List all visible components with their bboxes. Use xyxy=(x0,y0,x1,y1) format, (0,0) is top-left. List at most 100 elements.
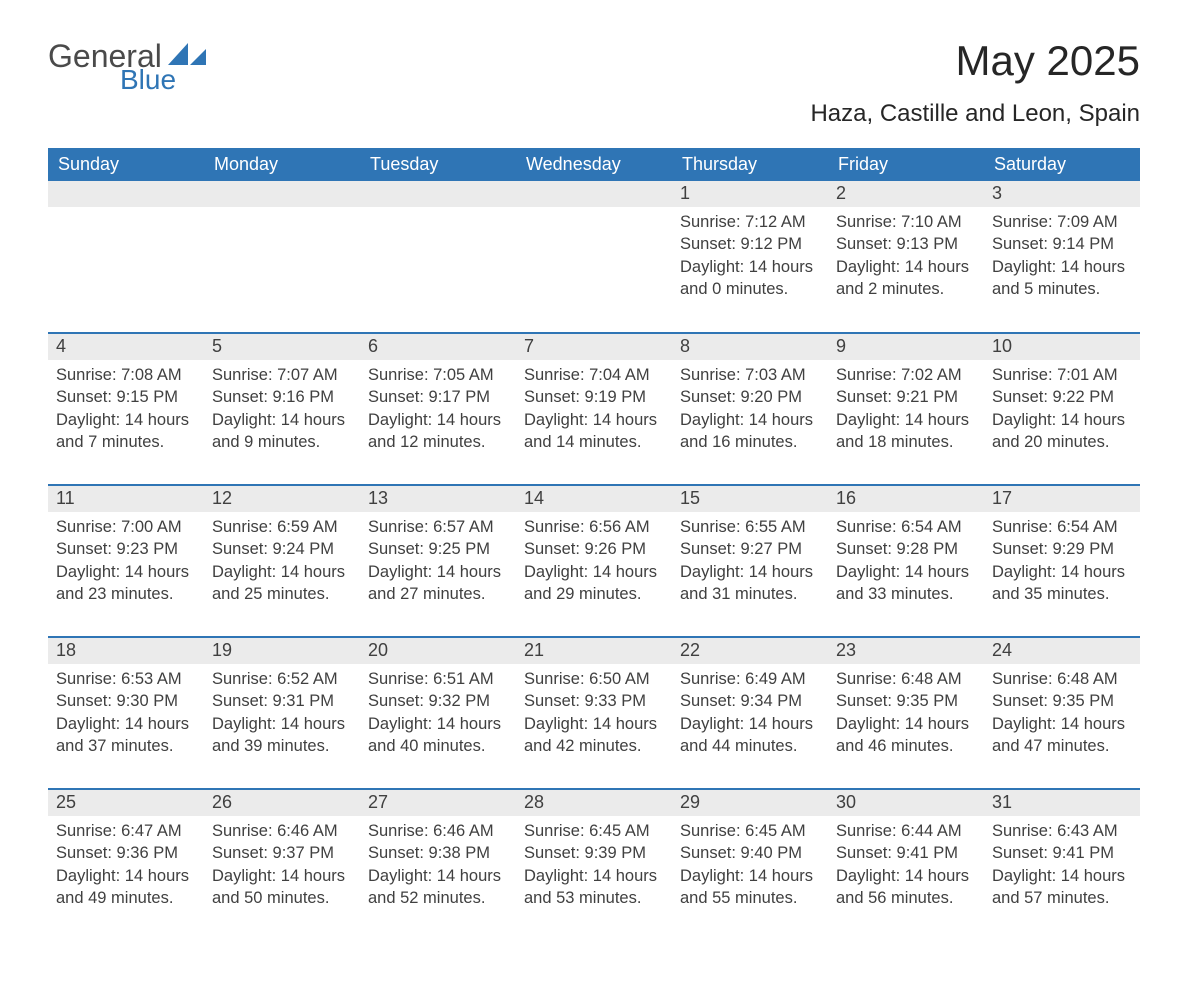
day-content: Sunrise: 6:57 AMSunset: 9:25 PMDaylight:… xyxy=(360,512,516,613)
day-header: Sunday xyxy=(48,148,204,181)
day-content: Sunrise: 6:54 AMSunset: 9:28 PMDaylight:… xyxy=(828,512,984,613)
sunrise-text: Sunrise: 6:53 AM xyxy=(56,668,196,690)
calendar-day-cell: 29Sunrise: 6:45 AMSunset: 9:40 PMDayligh… xyxy=(672,789,828,941)
day-header: Tuesday xyxy=(360,148,516,181)
sunrise-text: Sunrise: 7:02 AM xyxy=(836,364,976,386)
sunset-text: Sunset: 9:36 PM xyxy=(56,842,196,864)
day-content: Sunrise: 6:56 AMSunset: 9:26 PMDaylight:… xyxy=(516,512,672,613)
calendar-day-cell: 19Sunrise: 6:52 AMSunset: 9:31 PMDayligh… xyxy=(204,637,360,789)
sunrise-text: Sunrise: 7:07 AM xyxy=(212,364,352,386)
day-content: Sunrise: 7:00 AMSunset: 9:23 PMDaylight:… xyxy=(48,512,204,613)
day-content: Sunrise: 6:43 AMSunset: 9:41 PMDaylight:… xyxy=(984,816,1140,917)
sunrise-text: Sunrise: 6:45 AM xyxy=(680,820,820,842)
sunrise-text: Sunrise: 6:47 AM xyxy=(56,820,196,842)
sunset-text: Sunset: 9:41 PM xyxy=(836,842,976,864)
day-number: 1 xyxy=(672,181,828,207)
calendar-day-cell: 20Sunrise: 6:51 AMSunset: 9:32 PMDayligh… xyxy=(360,637,516,789)
daylight-text: Daylight: 14 hours and 5 minutes. xyxy=(992,256,1132,301)
calendar-day-cell: 25Sunrise: 6:47 AMSunset: 9:36 PMDayligh… xyxy=(48,789,204,941)
calendar-day-cell: 6Sunrise: 7:05 AMSunset: 9:17 PMDaylight… xyxy=(360,333,516,485)
day-number: 21 xyxy=(516,638,672,664)
sunset-text: Sunset: 9:21 PM xyxy=(836,386,976,408)
calendar-day-cell: 31Sunrise: 6:43 AMSunset: 9:41 PMDayligh… xyxy=(984,789,1140,941)
sunrise-text: Sunrise: 7:03 AM xyxy=(680,364,820,386)
daylight-text: Daylight: 14 hours and 31 minutes. xyxy=(680,561,820,606)
calendar-day-cell: 11Sunrise: 7:00 AMSunset: 9:23 PMDayligh… xyxy=(48,485,204,637)
daylight-text: Daylight: 14 hours and 39 minutes. xyxy=(212,713,352,758)
day-number: 27 xyxy=(360,790,516,816)
day-number xyxy=(516,181,672,207)
day-content: Sunrise: 6:48 AMSunset: 9:35 PMDaylight:… xyxy=(984,664,1140,765)
daylight-text: Daylight: 14 hours and 12 minutes. xyxy=(368,409,508,454)
calendar-day-cell xyxy=(204,181,360,333)
sunset-text: Sunset: 9:32 PM xyxy=(368,690,508,712)
calendar-day-cell: 1Sunrise: 7:12 AMSunset: 9:12 PMDaylight… xyxy=(672,181,828,333)
calendar-table: Sunday Monday Tuesday Wednesday Thursday… xyxy=(48,148,1140,941)
sunset-text: Sunset: 9:26 PM xyxy=(524,538,664,560)
sunset-text: Sunset: 9:25 PM xyxy=(368,538,508,560)
day-content: Sunrise: 7:04 AMSunset: 9:19 PMDaylight:… xyxy=(516,360,672,461)
calendar-week-row: 1Sunrise: 7:12 AMSunset: 9:12 PMDaylight… xyxy=(48,181,1140,333)
sunset-text: Sunset: 9:19 PM xyxy=(524,386,664,408)
day-content: Sunrise: 7:02 AMSunset: 9:21 PMDaylight:… xyxy=(828,360,984,461)
sunset-text: Sunset: 9:14 PM xyxy=(992,233,1132,255)
day-number: 17 xyxy=(984,486,1140,512)
daylight-text: Daylight: 14 hours and 18 minutes. xyxy=(836,409,976,454)
sunrise-text: Sunrise: 6:45 AM xyxy=(524,820,664,842)
sunset-text: Sunset: 9:35 PM xyxy=(836,690,976,712)
day-content: Sunrise: 6:47 AMSunset: 9:36 PMDaylight:… xyxy=(48,816,204,917)
sunrise-text: Sunrise: 6:54 AM xyxy=(992,516,1132,538)
day-number: 14 xyxy=(516,486,672,512)
day-content: Sunrise: 6:49 AMSunset: 9:34 PMDaylight:… xyxy=(672,664,828,765)
daylight-text: Daylight: 14 hours and 9 minutes. xyxy=(212,409,352,454)
sunset-text: Sunset: 9:23 PM xyxy=(56,538,196,560)
logo: General Blue xyxy=(48,40,206,94)
day-content: Sunrise: 7:08 AMSunset: 9:15 PMDaylight:… xyxy=(48,360,204,461)
calendar-day-cell xyxy=(360,181,516,333)
calendar-week-row: 4Sunrise: 7:08 AMSunset: 9:15 PMDaylight… xyxy=(48,333,1140,485)
day-number: 2 xyxy=(828,181,984,207)
daylight-text: Daylight: 14 hours and 49 minutes. xyxy=(56,865,196,910)
daylight-text: Daylight: 14 hours and 29 minutes. xyxy=(524,561,664,606)
day-number: 13 xyxy=(360,486,516,512)
day-content: Sunrise: 6:45 AMSunset: 9:40 PMDaylight:… xyxy=(672,816,828,917)
day-content xyxy=(360,207,516,219)
day-header: Thursday xyxy=(672,148,828,181)
sunset-text: Sunset: 9:28 PM xyxy=(836,538,976,560)
calendar-day-cell: 4Sunrise: 7:08 AMSunset: 9:15 PMDaylight… xyxy=(48,333,204,485)
day-number xyxy=(48,181,204,207)
daylight-text: Daylight: 14 hours and 23 minutes. xyxy=(56,561,196,606)
calendar-day-cell xyxy=(516,181,672,333)
day-content: Sunrise: 6:48 AMSunset: 9:35 PMDaylight:… xyxy=(828,664,984,765)
sunset-text: Sunset: 9:17 PM xyxy=(368,386,508,408)
page-subtitle: Haza, Castille and Leon, Spain xyxy=(810,100,1140,128)
logo-text-blue: Blue xyxy=(120,66,176,94)
calendar-day-cell: 30Sunrise: 6:44 AMSunset: 9:41 PMDayligh… xyxy=(828,789,984,941)
sunset-text: Sunset: 9:27 PM xyxy=(680,538,820,560)
sunrise-text: Sunrise: 6:56 AM xyxy=(524,516,664,538)
sunrise-text: Sunrise: 6:46 AM xyxy=(212,820,352,842)
sunrise-text: Sunrise: 7:08 AM xyxy=(56,364,196,386)
daylight-text: Daylight: 14 hours and 47 minutes. xyxy=(992,713,1132,758)
sunrise-text: Sunrise: 6:51 AM xyxy=(368,668,508,690)
sunset-text: Sunset: 9:33 PM xyxy=(524,690,664,712)
calendar-day-cell: 10Sunrise: 7:01 AMSunset: 9:22 PMDayligh… xyxy=(984,333,1140,485)
day-number: 20 xyxy=(360,638,516,664)
page: General Blue May 2025 Haza, Castille and… xyxy=(0,0,1188,981)
daylight-text: Daylight: 14 hours and 53 minutes. xyxy=(524,865,664,910)
sunrise-text: Sunrise: 6:46 AM xyxy=(368,820,508,842)
day-header: Friday xyxy=(828,148,984,181)
sunrise-text: Sunrise: 7:12 AM xyxy=(680,211,820,233)
day-content: Sunrise: 7:01 AMSunset: 9:22 PMDaylight:… xyxy=(984,360,1140,461)
calendar-day-cell: 2Sunrise: 7:10 AMSunset: 9:13 PMDaylight… xyxy=(828,181,984,333)
calendar-day-cell: 9Sunrise: 7:02 AMSunset: 9:21 PMDaylight… xyxy=(828,333,984,485)
day-number: 22 xyxy=(672,638,828,664)
day-number: 19 xyxy=(204,638,360,664)
calendar-day-cell: 18Sunrise: 6:53 AMSunset: 9:30 PMDayligh… xyxy=(48,637,204,789)
calendar-day-cell: 23Sunrise: 6:48 AMSunset: 9:35 PMDayligh… xyxy=(828,637,984,789)
day-content: Sunrise: 6:50 AMSunset: 9:33 PMDaylight:… xyxy=(516,664,672,765)
sunrise-text: Sunrise: 6:43 AM xyxy=(992,820,1132,842)
calendar-day-cell: 16Sunrise: 6:54 AMSunset: 9:28 PMDayligh… xyxy=(828,485,984,637)
sunrise-text: Sunrise: 6:48 AM xyxy=(836,668,976,690)
day-content: Sunrise: 7:10 AMSunset: 9:13 PMDaylight:… xyxy=(828,207,984,308)
